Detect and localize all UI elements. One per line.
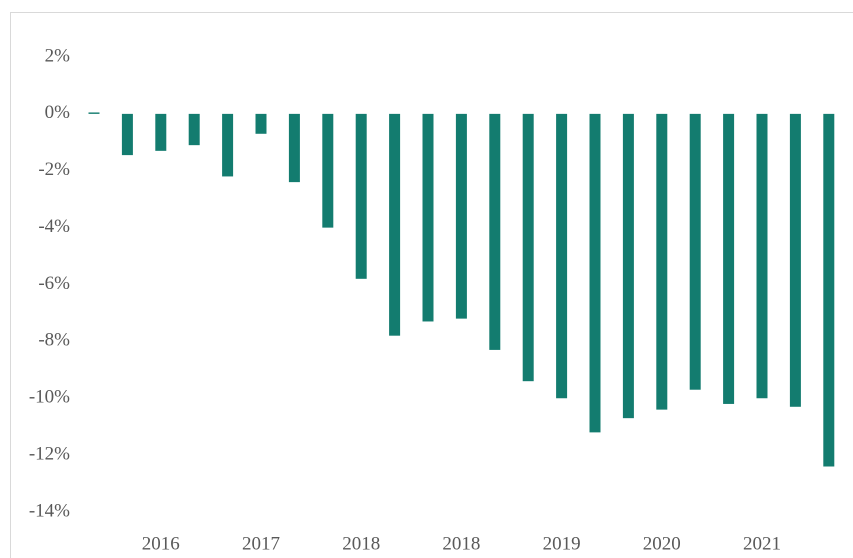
x-tick-label: 2021	[743, 533, 781, 554]
bar	[823, 113, 835, 467]
y-tick-label: 2%	[45, 45, 71, 66]
bar	[589, 113, 601, 433]
bar	[121, 113, 133, 156]
bar	[522, 113, 534, 382]
y-tick-label: -10%	[29, 387, 70, 408]
bar	[222, 113, 234, 177]
chart-border	[10, 12, 853, 558]
bar	[355, 113, 367, 279]
y-tick-label: -14%	[29, 500, 70, 521]
bar	[756, 113, 768, 399]
bar	[322, 113, 334, 228]
x-tick-label: 2017	[242, 533, 280, 554]
bar	[188, 113, 200, 146]
bar	[622, 113, 634, 419]
bar	[155, 113, 167, 151]
y-tick-label: -6%	[38, 273, 70, 294]
bar	[288, 113, 300, 183]
bar	[389, 113, 401, 336]
bar	[455, 113, 467, 319]
y-tick-label: -12%	[29, 443, 70, 464]
bar	[689, 113, 701, 390]
x-tick-label: 2016	[142, 533, 180, 554]
bar	[88, 112, 100, 114]
bar	[556, 113, 568, 399]
bar	[656, 113, 668, 410]
y-tick-label: -8%	[38, 330, 70, 351]
bar	[723, 113, 735, 404]
x-tick-label: 2020	[643, 533, 681, 554]
x-tick-label: 2019	[543, 533, 581, 554]
x-tick-label: 2018	[442, 533, 480, 554]
x-tick-label: 2018	[342, 533, 380, 554]
bar	[255, 113, 267, 134]
bar	[422, 113, 434, 322]
y-tick-label: 0%	[45, 102, 71, 123]
y-tick-label: -2%	[38, 159, 70, 180]
bar	[789, 113, 801, 407]
y-tick-label: -4%	[38, 216, 70, 237]
bar	[489, 113, 501, 350]
